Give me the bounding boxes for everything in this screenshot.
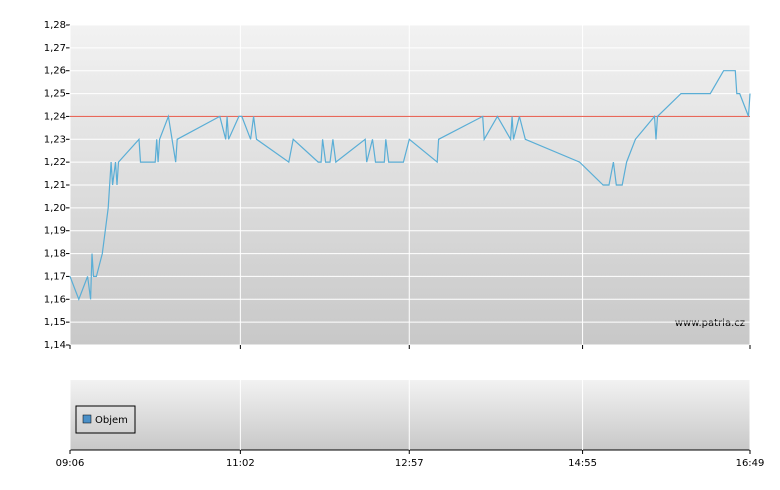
legend-swatch bbox=[82, 414, 92, 424]
x-tick-label: 11:02 bbox=[226, 458, 255, 469]
y-tick-label: 1,25 bbox=[44, 89, 66, 100]
y-tick-label: 1,18 bbox=[44, 249, 66, 260]
x-tick-label: 12:57 bbox=[395, 458, 424, 469]
price-line bbox=[69, 70, 751, 301]
y-tick-label: 1,26 bbox=[44, 66, 66, 77]
y-tick-label: 1,16 bbox=[44, 294, 66, 305]
y-tick-label: 1,28 bbox=[44, 20, 66, 31]
y-tick-label: 1,22 bbox=[44, 157, 66, 168]
y-tick-label: 1,19 bbox=[44, 226, 66, 237]
x-tick-label: 14:55 bbox=[568, 458, 597, 469]
watermark: www.patria.cz bbox=[675, 318, 745, 329]
y-tick-label: 1,17 bbox=[44, 271, 66, 282]
x-tick-label: 16:49 bbox=[736, 458, 765, 469]
legend-box bbox=[75, 405, 136, 434]
y-tick-label: 1,21 bbox=[44, 180, 66, 191]
legend-label: Objem bbox=[95, 415, 128, 426]
y-tick-label: 1,23 bbox=[44, 134, 66, 145]
y-tick-label: 1,15 bbox=[44, 317, 66, 328]
y-tick-label: 1,20 bbox=[44, 203, 66, 214]
x-tick-label: 09:06 bbox=[56, 458, 85, 469]
y-tick-label: 1,14 bbox=[44, 340, 66, 351]
volume-panel bbox=[70, 380, 750, 450]
y-tick-label: 1,24 bbox=[44, 111, 66, 122]
y-tick-label: 1,27 bbox=[44, 43, 66, 54]
